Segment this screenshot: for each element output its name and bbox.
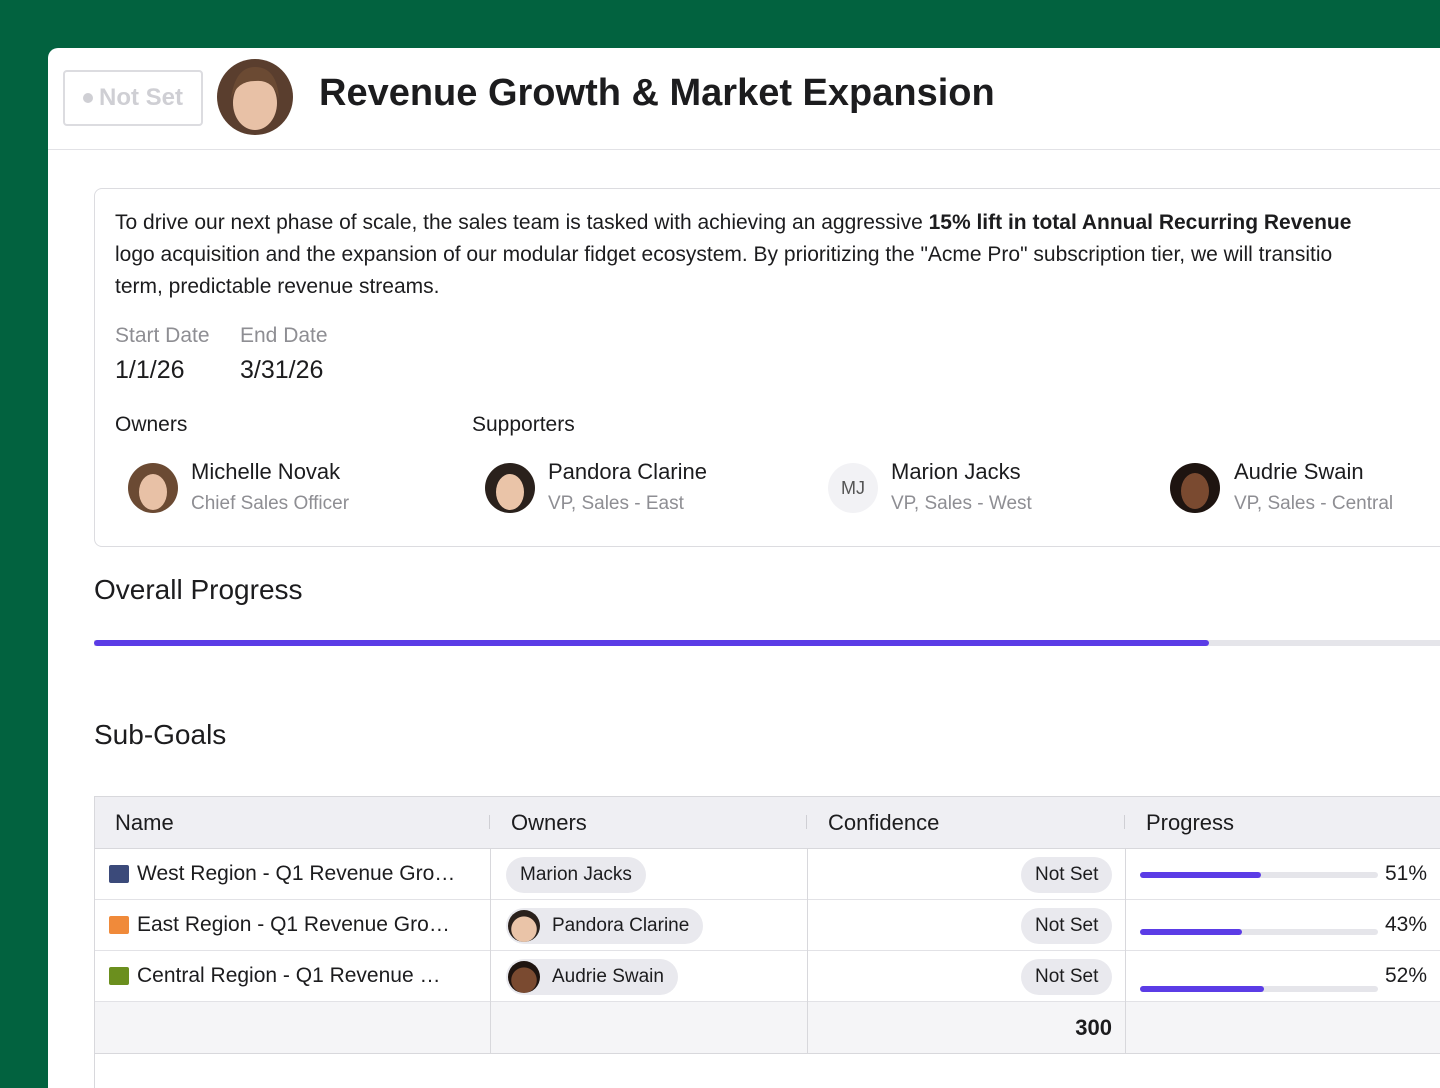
person-name[interactable]: Michelle Novak bbox=[191, 459, 341, 484]
goal-name[interactable]: West Region - Q1 Revenue Gro… bbox=[109, 849, 455, 899]
avatar-initials: MJ bbox=[828, 463, 878, 513]
progress-label: 43% bbox=[1385, 913, 1428, 936]
confidence-chip[interactable]: Not Set bbox=[1021, 908, 1113, 944]
start-date-label: Start Date bbox=[115, 324, 210, 347]
section-title: Overall Progress bbox=[94, 574, 303, 605]
sub-goals-table: Name Owners Confidence Progress West Region … bbox=[94, 796, 1440, 1088]
end-date: 3/31/26 bbox=[240, 356, 324, 384]
column-divider bbox=[490, 849, 491, 1053]
person-name[interactable]: Pandora Clarine bbox=[548, 459, 707, 484]
column-header: Name bbox=[95, 797, 491, 849]
progress-fill bbox=[1140, 986, 1264, 992]
confidence-chip[interactable]: Not Set bbox=[1021, 857, 1113, 893]
column-header: Owners bbox=[491, 797, 808, 849]
status-text: Not Set bbox=[99, 84, 183, 111]
goal-icon bbox=[109, 967, 129, 985]
header: Not Set Revenue Growth & Market Expansio… bbox=[48, 48, 1440, 150]
progress-label: 51% bbox=[1385, 862, 1428, 885]
goal-name-text: East Region - Q1 Revenue Gro… bbox=[137, 913, 450, 936]
description-line: logo acquisition and the expansion of ou… bbox=[115, 243, 1333, 266]
goal-icon bbox=[109, 865, 129, 883]
person-name[interactable]: Marion Jacks bbox=[891, 459, 1021, 484]
avatar bbox=[128, 463, 178, 513]
progress-label: 52% bbox=[1385, 964, 1428, 987]
description-bold: 15% lift in total Annual Recurring Reven… bbox=[928, 211, 1352, 234]
goal-icon bbox=[109, 916, 129, 934]
section-title: Sub-Goals bbox=[94, 719, 227, 750]
owner-avatar bbox=[217, 59, 293, 135]
goal-title: Revenue Growth & Market Expansion bbox=[319, 72, 995, 114]
row-divider bbox=[95, 899, 1440, 900]
goal-card: Not Set Revenue Growth & Market Expansio… bbox=[48, 48, 1440, 1088]
column-header-text: Name bbox=[115, 809, 174, 835]
column-divider bbox=[807, 849, 808, 1053]
table-footer bbox=[95, 1002, 1440, 1054]
goal-name-text: Central Region - Q1 Revenue … bbox=[137, 964, 441, 987]
column-header-text: Owners bbox=[511, 809, 587, 835]
goal-name-text: West Region - Q1 Revenue Gro… bbox=[137, 862, 456, 885]
supporters-label: Supporters bbox=[472, 413, 575, 436]
progress-track bbox=[1140, 872, 1378, 878]
avatar bbox=[485, 463, 535, 513]
progress-track bbox=[1140, 986, 1378, 992]
owner-chip[interactable]: Marion Jacks bbox=[506, 857, 646, 893]
chip-avatar bbox=[508, 910, 540, 942]
person-name[interactable]: Audrie Swain bbox=[1234, 459, 1364, 484]
goal-name[interactable]: Central Region - Q1 Revenue … bbox=[109, 951, 441, 1001]
progress-fill bbox=[1140, 929, 1243, 935]
owner-chip[interactable]: Audrie Swain bbox=[506, 959, 678, 995]
column-header: Progress bbox=[1126, 797, 1440, 849]
progress-track bbox=[94, 640, 1440, 646]
column-separator bbox=[806, 815, 807, 829]
status-pill[interactable]: Not Set bbox=[63, 70, 203, 126]
column-header: Confidence bbox=[808, 797, 1126, 849]
chip-avatar bbox=[508, 961, 540, 993]
confidence-chip[interactable]: Not Set bbox=[1021, 959, 1113, 995]
column-separator bbox=[489, 815, 490, 829]
owners-label: Owners bbox=[115, 413, 188, 436]
goal-name[interactable]: East Region - Q1 Revenue Gro… bbox=[109, 900, 450, 950]
description-line: To drive our next phase of scale, the sa… bbox=[115, 207, 1351, 239]
row-divider bbox=[95, 1001, 1440, 1002]
footer-total: 300 bbox=[1075, 1014, 1112, 1040]
info-panel: To drive our next phase of scale, the sa… bbox=[94, 188, 1440, 547]
column-header-text: Confidence bbox=[828, 809, 940, 835]
owner-name: Pandora Clarine bbox=[552, 915, 690, 936]
owner-chip[interactable]: Pandora Clarine bbox=[506, 908, 704, 944]
description-line: term, predictable revenue streams. bbox=[115, 275, 440, 298]
row-divider bbox=[95, 950, 1440, 951]
column-separator bbox=[1124, 815, 1125, 829]
owner-name: Marion Jacks bbox=[520, 864, 632, 885]
person-role: Chief Sales Officer bbox=[191, 493, 350, 514]
progress-track bbox=[1140, 929, 1378, 935]
owner-name: Audrie Swain bbox=[552, 966, 664, 987]
person-role: VP, Sales - West bbox=[891, 493, 1032, 514]
end-date-label: End Date bbox=[240, 324, 328, 347]
person-role: VP, Sales - East bbox=[548, 493, 684, 514]
description-text: To drive our next phase of scale, the sa… bbox=[115, 211, 929, 234]
avatar bbox=[1170, 463, 1220, 513]
start-date: 1/1/26 bbox=[115, 356, 185, 384]
person-role: VP, Sales - Central bbox=[1234, 493, 1394, 514]
progress-fill bbox=[94, 640, 1210, 646]
progress-fill bbox=[1140, 872, 1262, 878]
column-header-text: Progress bbox=[1146, 809, 1235, 835]
column-divider bbox=[1125, 849, 1126, 1053]
